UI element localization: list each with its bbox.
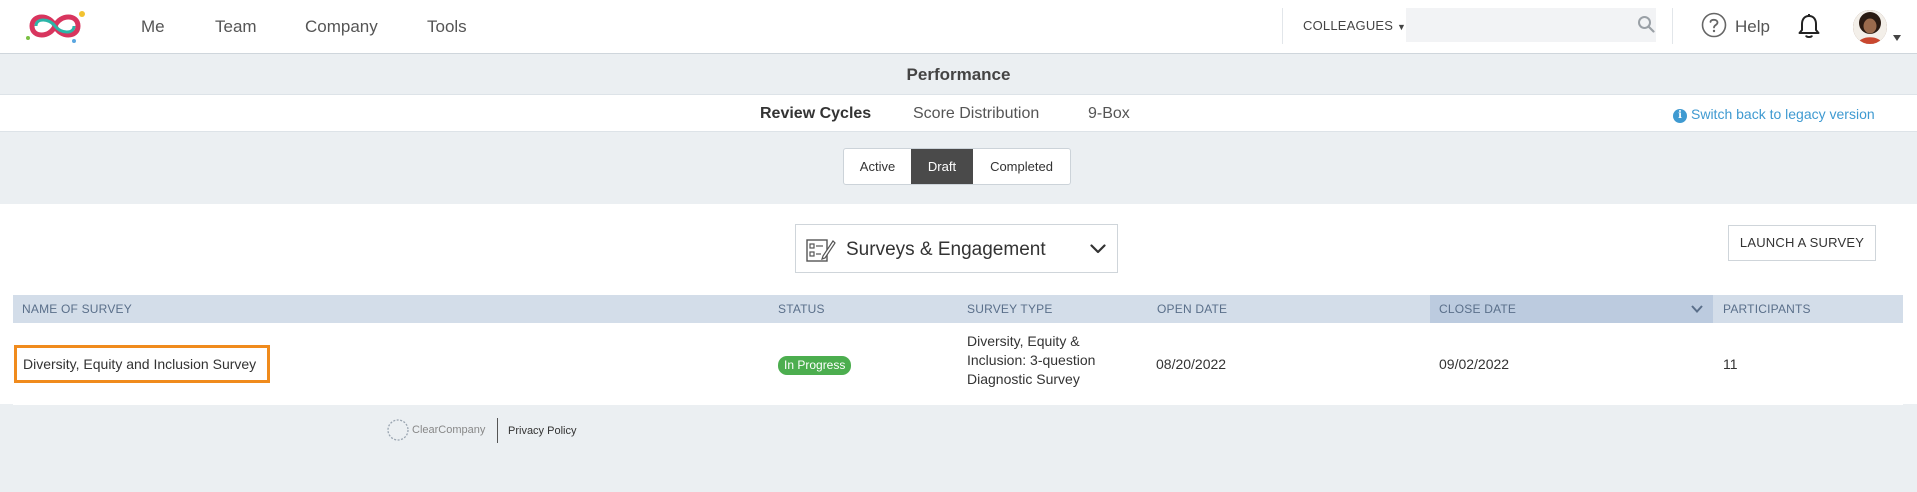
survey-category-label: Surveys & Engagement [846,239,1046,260]
top-navigation-bar: Me Team Company Tools COLLEAGUES ▼ Help [0,0,1917,54]
survey-category-dropdown[interactable]: Surveys & Engagement [795,224,1118,273]
table-row[interactable]: Diversity, Equity and Inclusion Survey I… [13,323,1903,405]
nav-item-company[interactable]: Company [305,17,378,36]
sub-tab-bar: Review Cycles Score Distribution 9-Box i… [0,95,1917,132]
company-logo-icon[interactable] [22,6,88,46]
clearcompany-logo-icon [387,419,409,441]
nav-item-team[interactable]: Team [215,17,257,36]
colleagues-label: COLLEAGUES [1303,18,1394,33]
launch-survey-button[interactable]: LAUNCH A SURVEY [1728,225,1876,261]
close-date-header-label: CLOSE DATE [1439,302,1517,316]
survey-name-link[interactable]: Diversity, Equity and Inclusion Survey [14,345,270,383]
filter-active[interactable]: Active [859,159,896,174]
filter-draft[interactable]: Draft [911,149,973,184]
search-icon[interactable] [1637,15,1655,33]
open-date-cell: 08/20/2022 [1156,356,1227,372]
survey-checklist-icon [806,239,836,262]
page-title: Performance [906,65,1011,84]
participants-cell: 11 [1723,356,1738,372]
chevron-down-icon [1090,244,1106,254]
notifications-bell-icon[interactable] [1795,12,1823,40]
sort-descending-icon [1691,305,1703,313]
colleagues-dropdown-button[interactable]: COLLEAGUES ▼ [1303,18,1406,33]
footer-divider [497,418,498,443]
footer-brand: ClearCompany [412,424,486,436]
status-filter-toggle: Active Draft Completed [843,148,1071,185]
tab-9-box[interactable]: 9-Box [1088,105,1130,122]
survey-type-cell: Diversity, Equity & Inclusion: 3-questio… [967,333,1096,387]
column-header-status[interactable]: STATUS [778,302,825,316]
avatar-menu-caret-icon[interactable] [1893,35,1901,41]
switch-legacy-link[interactable]: i Switch back to legacy version [1673,106,1875,123]
user-avatar[interactable] [1853,10,1887,44]
column-header-name[interactable]: NAME OF SURVEY [22,302,132,316]
legacy-link-label: Switch back to legacy version [1691,106,1875,122]
filter-completed[interactable]: Completed [990,159,1053,174]
column-header-close-date[interactable]: CLOSE DATE [1430,295,1713,323]
status-badge: In Progress [778,356,852,375]
nav-item-tools[interactable]: Tools [427,17,467,36]
help-question-icon[interactable] [1701,12,1727,38]
column-header-open-date[interactable]: OPEN DATE [1157,302,1228,316]
avatar-portrait-icon [1853,10,1887,44]
survey-table-header: NAME OF SURVEY STATUS SURVEY TYPE OPEN D… [13,295,1903,323]
colleagues-divider [1282,8,1283,44]
nav-item-me[interactable]: Me [141,17,165,36]
info-icon: i [1673,109,1687,123]
surveys-panel: Surveys & Engagement LAUNCH A SURVEY NAM… [0,204,1917,405]
nav-divider [1672,8,1673,44]
caret-down-icon: ▼ [1396,22,1407,32]
column-header-participants[interactable]: PARTICIPANTS [1723,302,1811,316]
column-header-survey-type[interactable]: SURVEY TYPE [967,302,1053,316]
page-header: Performance [0,54,1917,95]
close-date-cell: 09/02/2022 [1439,356,1510,372]
help-link[interactable]: Help [1735,17,1770,36]
tab-score-distribution[interactable]: Score Distribution [913,105,1040,122]
colleague-search-input[interactable] [1406,8,1656,42]
privacy-policy-link[interactable]: Privacy Policy [508,425,577,437]
tab-review-cycles[interactable]: Review Cycles [760,105,872,122]
